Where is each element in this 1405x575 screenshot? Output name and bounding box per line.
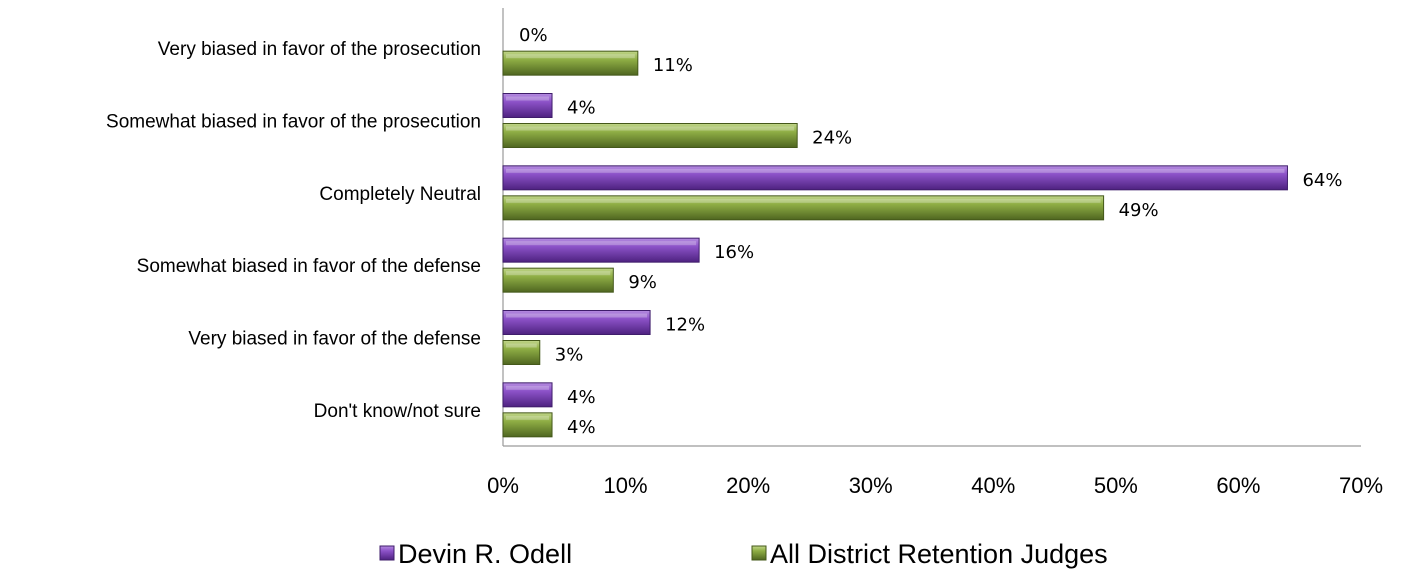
bar-highlight bbox=[506, 343, 537, 348]
data-label: 12% bbox=[665, 315, 705, 336]
data-label: 4% bbox=[567, 417, 596, 438]
bar bbox=[502, 93, 553, 118]
bar-highlight bbox=[506, 198, 1101, 203]
data-label: 4% bbox=[567, 387, 596, 408]
bar bbox=[502, 412, 553, 438]
bar bbox=[502, 165, 1288, 191]
data-label: 24% bbox=[812, 128, 852, 149]
bar bbox=[502, 340, 541, 365]
bar bbox=[502, 382, 553, 408]
x-tick-label: 10% bbox=[604, 473, 648, 498]
x-tick-label: 50% bbox=[1094, 473, 1138, 498]
legend-label: Devin R. Odell bbox=[398, 539, 572, 569]
data-label: 16% bbox=[714, 242, 754, 263]
x-tick-label: 60% bbox=[1216, 473, 1260, 498]
legend-swatch bbox=[379, 545, 395, 561]
bar bbox=[502, 267, 614, 293]
category-label: Somewhat biased in favor of the defense bbox=[137, 256, 481, 277]
category-label: Somewhat biased in favor of the prosecut… bbox=[106, 112, 481, 133]
data-label: 11% bbox=[653, 55, 693, 76]
bar bbox=[502, 50, 639, 76]
bar-highlight bbox=[506, 54, 635, 59]
x-tick-label: 40% bbox=[971, 473, 1015, 498]
bar bbox=[502, 237, 700, 263]
data-label: 64% bbox=[1302, 170, 1342, 191]
data-label: 0% bbox=[519, 25, 548, 46]
bar-highlight bbox=[506, 168, 1285, 173]
data-label: 49% bbox=[1119, 200, 1159, 221]
data-label: 4% bbox=[567, 98, 596, 119]
category-label: Don't know/not sure bbox=[314, 401, 481, 422]
bar bbox=[502, 195, 1105, 221]
category-label: Very biased in favor of the defense bbox=[188, 329, 481, 350]
bar-highlight bbox=[506, 241, 697, 246]
bar bbox=[502, 123, 798, 148]
legend-swatch bbox=[751, 545, 767, 561]
bars bbox=[502, 50, 1288, 438]
category-label: Very biased in favor of the prosecution bbox=[158, 39, 481, 60]
labels: Very biased in favor of the prosecution 0… bbox=[106, 25, 1342, 438]
legend: Devin R. Odell All District Retention Jud… bbox=[379, 539, 1108, 569]
bar-highlight bbox=[506, 126, 795, 131]
x-tick-label: 30% bbox=[849, 473, 893, 498]
bar-highlight bbox=[506, 271, 611, 276]
legend-label: All District Retention Judges bbox=[770, 539, 1108, 569]
bar bbox=[502, 310, 651, 335]
x-tick-label: 0% bbox=[487, 473, 519, 498]
bar-highlight bbox=[506, 385, 550, 390]
x-tick-label: 70% bbox=[1339, 473, 1383, 498]
bar-highlight bbox=[506, 96, 550, 101]
data-label: 3% bbox=[555, 345, 584, 366]
axes: 0% 10% 20% 30% 40% 50% 60% 70% bbox=[487, 8, 1383, 498]
x-tick-label: 20% bbox=[726, 473, 770, 498]
data-label: 9% bbox=[628, 272, 657, 293]
bar-highlight bbox=[506, 313, 648, 318]
category-label: Completely Neutral bbox=[319, 184, 481, 205]
bar-highlight bbox=[506, 415, 550, 420]
